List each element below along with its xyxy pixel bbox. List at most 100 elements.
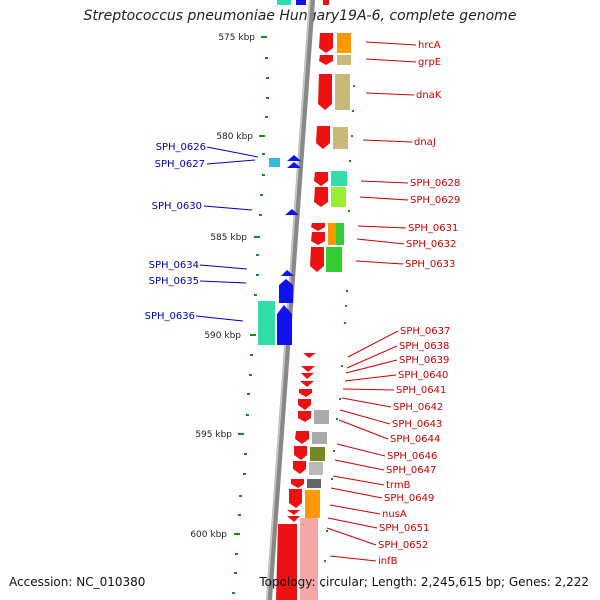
gene-arrow-SPH_0635 <box>279 279 293 303</box>
gene-arrow-SPH_0634 <box>281 270 294 276</box>
feature-box <box>277 0 291 5</box>
feature-box <box>300 518 318 600</box>
feature-box <box>269 158 280 167</box>
gene-arrow-SPH_0649 <box>289 489 302 508</box>
genome-info-text: Topology: circular; Length: 2,245,615 bp… <box>259 575 589 589</box>
gene-arrow-hrcA <box>319 33 333 53</box>
ruler-label: 600 kbp <box>190 530 227 540</box>
map-title: Streptococcus pneumoniae Hungary19A-6, c… <box>83 8 517 24</box>
feature-box <box>307 479 321 488</box>
gene-arrow-SPH_0629 <box>314 187 328 207</box>
feature-box <box>337 33 351 53</box>
gene-label[interactable]: SPH_0636 <box>145 311 195 322</box>
gene-label[interactable]: SPH_0652 <box>378 540 428 551</box>
left-gene-labels: SPH_0626 SPH_0627 SPH_0630 SPH_0634 SPH_… <box>145 142 206 322</box>
reverse-genes <box>258 155 301 345</box>
gene-arrow-SPH_0642 <box>298 399 311 410</box>
left-leader-lines <box>195 146 259 322</box>
feature-box <box>305 490 320 518</box>
annotation-boxes <box>300 33 351 600</box>
accession-text: Accession: NC_010380 <box>9 575 146 589</box>
ruler-label: 595 kbp <box>195 430 232 440</box>
gene-arrow-SPH_0631 <box>311 223 325 231</box>
gene-label[interactable]: SPH_0634 <box>149 260 199 271</box>
gene-label[interactable]: SPH_0638 <box>399 341 449 352</box>
gene-arrow-SPH_0644 <box>295 431 309 444</box>
ruler-labels: 575 kbp 580 kbp 585 kbp 590 kbp 595 kbp … <box>190 33 255 540</box>
gene-arrow-nusA <box>287 510 300 515</box>
right-gene-labels: hrcA grpE dnaK dnaJ SPH_0628 SPH_0629 SP… <box>378 40 460 567</box>
gene-label[interactable]: SPH_0627 <box>155 159 205 170</box>
feature-box <box>331 171 347 186</box>
gene-label[interactable]: SPH_0626 <box>156 142 206 153</box>
gene-label[interactable]: hrcA <box>418 40 441 51</box>
gene-label[interactable]: SPH_0643 <box>392 419 442 430</box>
feature-box <box>328 223 337 245</box>
gene-arrow-grpE <box>319 55 333 65</box>
gene-arrow-forward <box>323 0 329 5</box>
ruler-label: 590 kbp <box>204 331 241 341</box>
gene-label[interactable]: grpE <box>418 57 441 68</box>
gene-label[interactable]: SPH_0635 <box>149 276 199 287</box>
gene-label[interactable]: nusA <box>382 509 407 520</box>
gene-arrow-reverse <box>296 0 306 5</box>
ruler-label: 585 kbp <box>210 233 247 243</box>
gene-arrow-SPH_0638 <box>301 366 315 372</box>
gene-label[interactable]: dnaK <box>416 90 442 101</box>
gene-arrow-SPH_0630 <box>285 209 299 215</box>
gene-arrow-SPH_0651 <box>287 516 300 522</box>
gene-arrow-infB-segment <box>285 527 296 600</box>
gene-arrow-SPH_0636 <box>277 305 292 345</box>
feature-box <box>314 410 329 424</box>
feature-box <box>326 247 342 272</box>
gene-arrow-SPH_0639 <box>301 373 314 379</box>
gene-arrow-SPH_0640 <box>300 381 314 387</box>
gene-label[interactable]: SPH_0631 <box>408 223 458 234</box>
gene-label[interactable]: SPH_0628 <box>410 178 460 189</box>
feature-box <box>333 127 348 149</box>
ruler-label: 580 kbp <box>216 132 253 142</box>
gene-label[interactable]: SPH_0629 <box>410 195 460 206</box>
ruler-major-ticks <box>234 36 267 535</box>
feature-box <box>258 301 275 345</box>
feature-box <box>331 187 346 207</box>
ruler-ticks <box>232 57 355 594</box>
gene-label[interactable]: SPH_0651 <box>379 523 429 534</box>
gene-arrow-SPH_0641 <box>299 389 312 397</box>
gene-label[interactable]: SPH_0641 <box>396 385 446 396</box>
gene-label[interactable]: SPH_0644 <box>390 434 440 445</box>
gene-arrow-SPH_0637 <box>303 353 316 358</box>
gene-label[interactable]: SPH_0632 <box>406 239 456 250</box>
gene-label[interactable]: infB <box>378 556 398 567</box>
right-leader-lines <box>326 41 417 562</box>
gene-arrow-SPH_0627 <box>287 162 301 168</box>
gene-label[interactable]: SPH_0640 <box>398 370 448 381</box>
gene-label[interactable]: SPH_0630 <box>152 201 202 212</box>
gene-arrow-dnaK <box>318 74 332 110</box>
gene-arrow-SPH_0626 <box>287 155 301 161</box>
gene-label[interactable]: SPH_0637 <box>400 326 450 337</box>
gene-label[interactable]: SPH_0649 <box>384 493 434 504</box>
gene-arrow-SPH_0628 <box>314 172 328 186</box>
gene-arrow-SPH_0643 <box>298 411 311 422</box>
feature-box <box>335 74 350 110</box>
ruler-label: 575 kbp <box>218 33 255 43</box>
gene-label[interactable]: SPH_0647 <box>386 465 436 476</box>
feature-box <box>310 447 325 461</box>
feature-box <box>312 432 327 444</box>
gene-arrow-trmB <box>291 479 304 488</box>
gene-arrow-SPH_0646 <box>294 446 307 460</box>
gene-label[interactable]: SPH_0646 <box>387 451 437 462</box>
gene-label[interactable]: SPH_0642 <box>393 402 443 413</box>
gene-arrow-SPH_0647 <box>293 461 306 474</box>
gene-label[interactable]: SPH_0639 <box>399 355 449 366</box>
feature-box <box>337 55 351 65</box>
gene-label[interactable]: SPH_0633 <box>405 259 455 270</box>
gene-arrow-SPH_0632 <box>311 232 325 245</box>
feature-box <box>309 462 323 475</box>
gene-arrow-SPH_0633 <box>310 247 324 272</box>
gene-arrow-dnaJ <box>316 126 330 149</box>
gene-label[interactable]: trmB <box>386 480 411 491</box>
gene-label[interactable]: dnaJ <box>414 137 436 148</box>
